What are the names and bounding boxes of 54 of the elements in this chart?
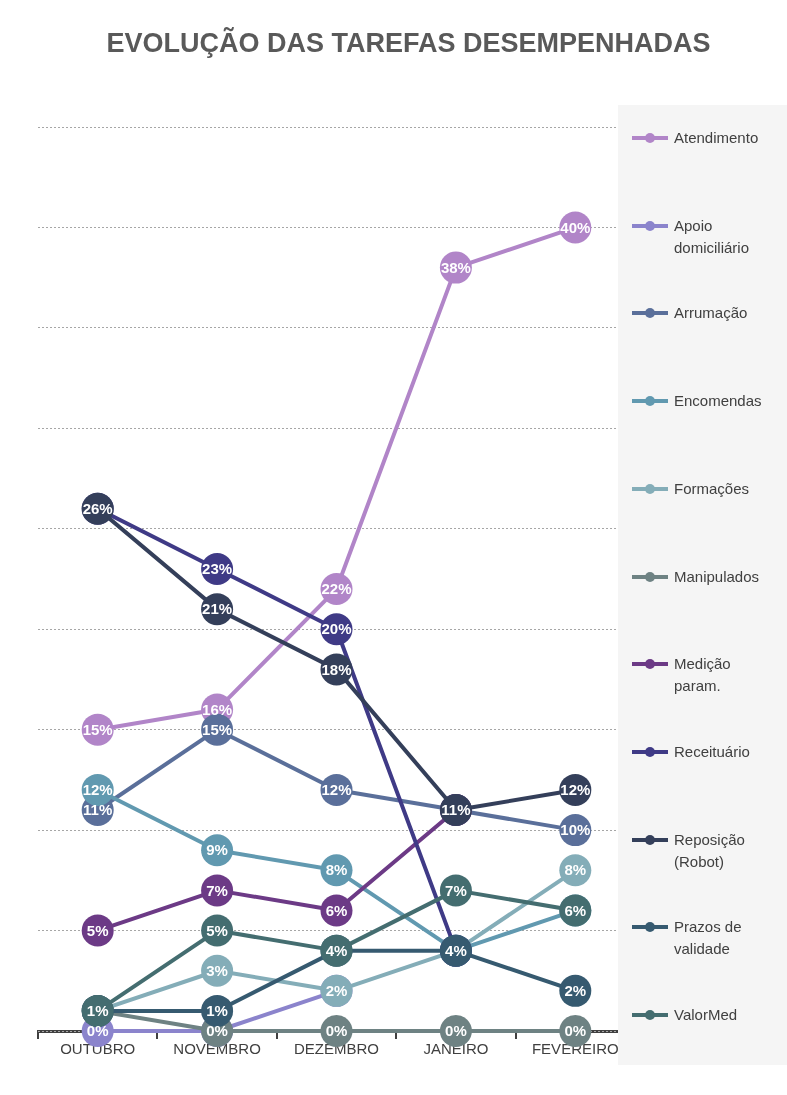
data-label: 7% [445, 881, 467, 899]
data-label: 0% [206, 1022, 228, 1040]
data-label: 26% [82, 499, 113, 517]
legend-label: Apoio domiciliário [674, 215, 751, 258]
data-label: 8% [325, 861, 348, 879]
data-label: 2% [564, 981, 587, 999]
data-label: 21% [202, 600, 233, 618]
data-label: 22% [321, 580, 352, 598]
data-label: 15% [202, 720, 233, 738]
data-label: 12% [82, 781, 113, 799]
legend-label: Formações [674, 478, 751, 499]
data-label: 20% [321, 620, 352, 638]
data-label: 0% [86, 1022, 109, 1040]
legend-label: Encomendas [674, 391, 763, 412]
data-label: 9% [206, 841, 228, 859]
legend-label: Medição param. [674, 654, 732, 697]
data-label: 5% [206, 921, 228, 939]
data-label: 38% [440, 258, 471, 276]
data-label: 2% [325, 981, 348, 999]
data-label: 12% [321, 781, 352, 799]
legend-label: ValorMed [674, 1005, 739, 1025]
legend-label: Receituário [674, 741, 751, 762]
data-label: 8% [564, 861, 587, 879]
data-label: 0% [564, 1022, 587, 1040]
data-label: 3% [206, 961, 228, 979]
data-label: 1% [86, 1002, 109, 1020]
data-label: 5% [86, 921, 109, 939]
x-tick-label: OUTUBRO [60, 1040, 136, 1058]
data-label: 0% [325, 1022, 348, 1040]
data-label: 7% [206, 881, 228, 899]
data-label: 23% [202, 560, 233, 578]
legend-label: Atendimento [674, 128, 760, 148]
x-tick-label: DEZEMBRO [293, 1040, 380, 1058]
data-label: 0% [445, 1022, 467, 1040]
data-label: 11% [441, 801, 471, 819]
legend-label: Reposição (Robot) [674, 829, 746, 872]
data-label: 6% [325, 901, 348, 919]
x-tick-label: FEVEREIRO [531, 1040, 619, 1058]
data-label: 16% [202, 700, 233, 718]
data-label: 10% [560, 821, 591, 839]
chart-title: EVOLUÇÃO DAS TAREFAS DESEMPENHADAS [105, 28, 712, 59]
legend-label: Prazos de validade [674, 917, 743, 960]
data-label: 15% [82, 720, 113, 738]
data-label: 1% [206, 1002, 228, 1020]
data-label: 40% [560, 218, 591, 236]
data-label: 6% [564, 901, 587, 919]
data-label: 11% [83, 801, 113, 819]
legend-label: Manipulados [674, 566, 761, 587]
legend-label: Arrumação [674, 303, 749, 324]
data-label: 4% [445, 941, 467, 959]
data-label: 4% [325, 941, 348, 959]
data-label: 12% [560, 781, 591, 799]
x-tick-label: NOVEMBRO [173, 1040, 261, 1058]
data-label: 18% [321, 660, 352, 678]
